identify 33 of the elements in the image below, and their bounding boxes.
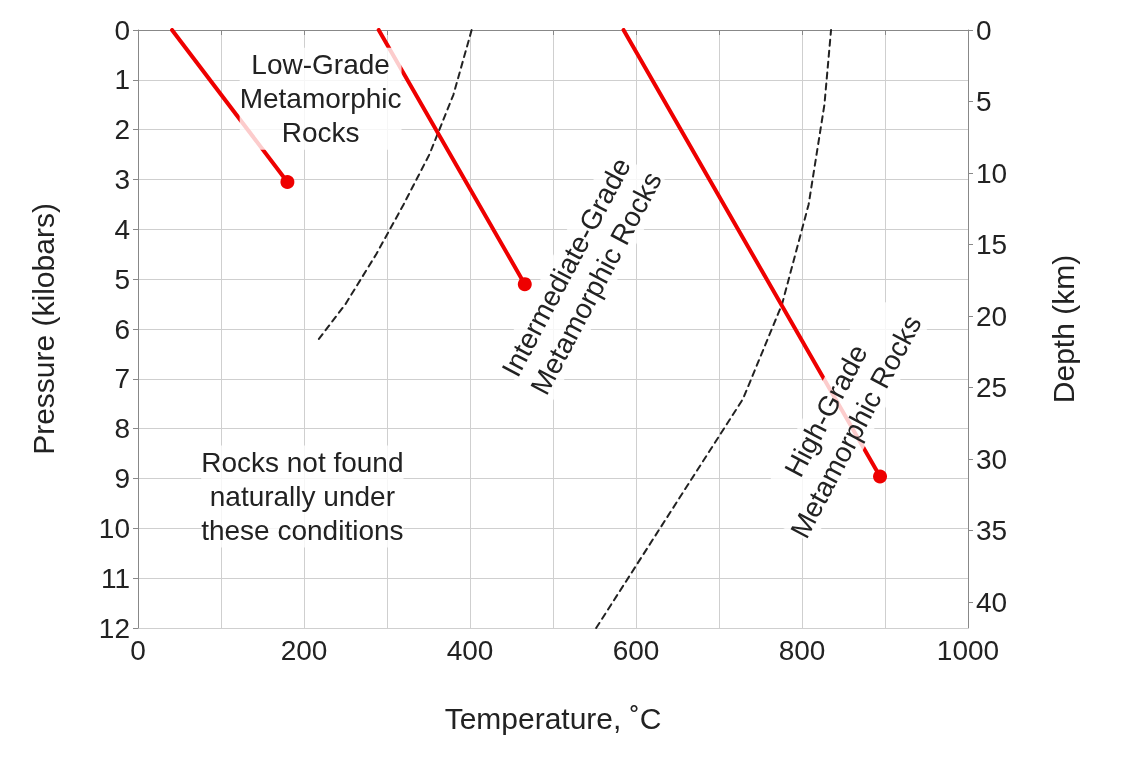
y-tick-label: 2 [114, 114, 130, 146]
y-tick-label: 11 [100, 562, 130, 594]
y-tick-label: 9 [114, 463, 130, 494]
y-tick-label: 0 [114, 14, 130, 46]
y-tick-label: 4 [114, 213, 130, 245]
y-tick-label: 12 [98, 612, 130, 644]
y2-tick-label: 15 [976, 229, 1008, 261]
y-tick-label: 1 [114, 64, 130, 96]
y2-tick-label: 5 [976, 86, 992, 118]
y-tick-label: 6 [114, 313, 130, 345]
y-tick-label: 10 [98, 512, 130, 544]
y2-tick-label: 35 [976, 515, 1008, 547]
x-tick-label: 400 [446, 634, 494, 666]
y2-tick-label: 25 [976, 372, 1008, 404]
x-axis-title: Temperature, ˚C [444, 701, 662, 735]
y2-tick-label: 30 [976, 443, 1008, 475]
y-axis-title: Pressure (kilobars) [26, 203, 60, 455]
point [280, 174, 295, 189]
y-tick-label: 3 [114, 164, 130, 195]
y-tick-label: 5 [114, 263, 130, 295]
y2-tick-label: 40 [976, 586, 1008, 618]
y2-tick-label: 10 [976, 157, 1008, 189]
y2-tick-label: 0 [976, 14, 992, 46]
y-tick-label: 7 [114, 363, 130, 395]
x-tick-label: 200 [280, 634, 328, 666]
x-tick-label: 600 [612, 634, 660, 666]
x-tick-label: 1000 [936, 634, 1000, 666]
y-tick-label: 8 [114, 413, 130, 445]
annotation: Low-Grade Metamorphic Rocks [239, 49, 402, 149]
annotation: Rocks not found naturally under these conditions [201, 446, 404, 546]
y2-axis-title: Depth (km) [1046, 254, 1080, 404]
x-tick-label: 800 [778, 634, 826, 666]
y2-tick-label: 20 [976, 300, 1008, 332]
